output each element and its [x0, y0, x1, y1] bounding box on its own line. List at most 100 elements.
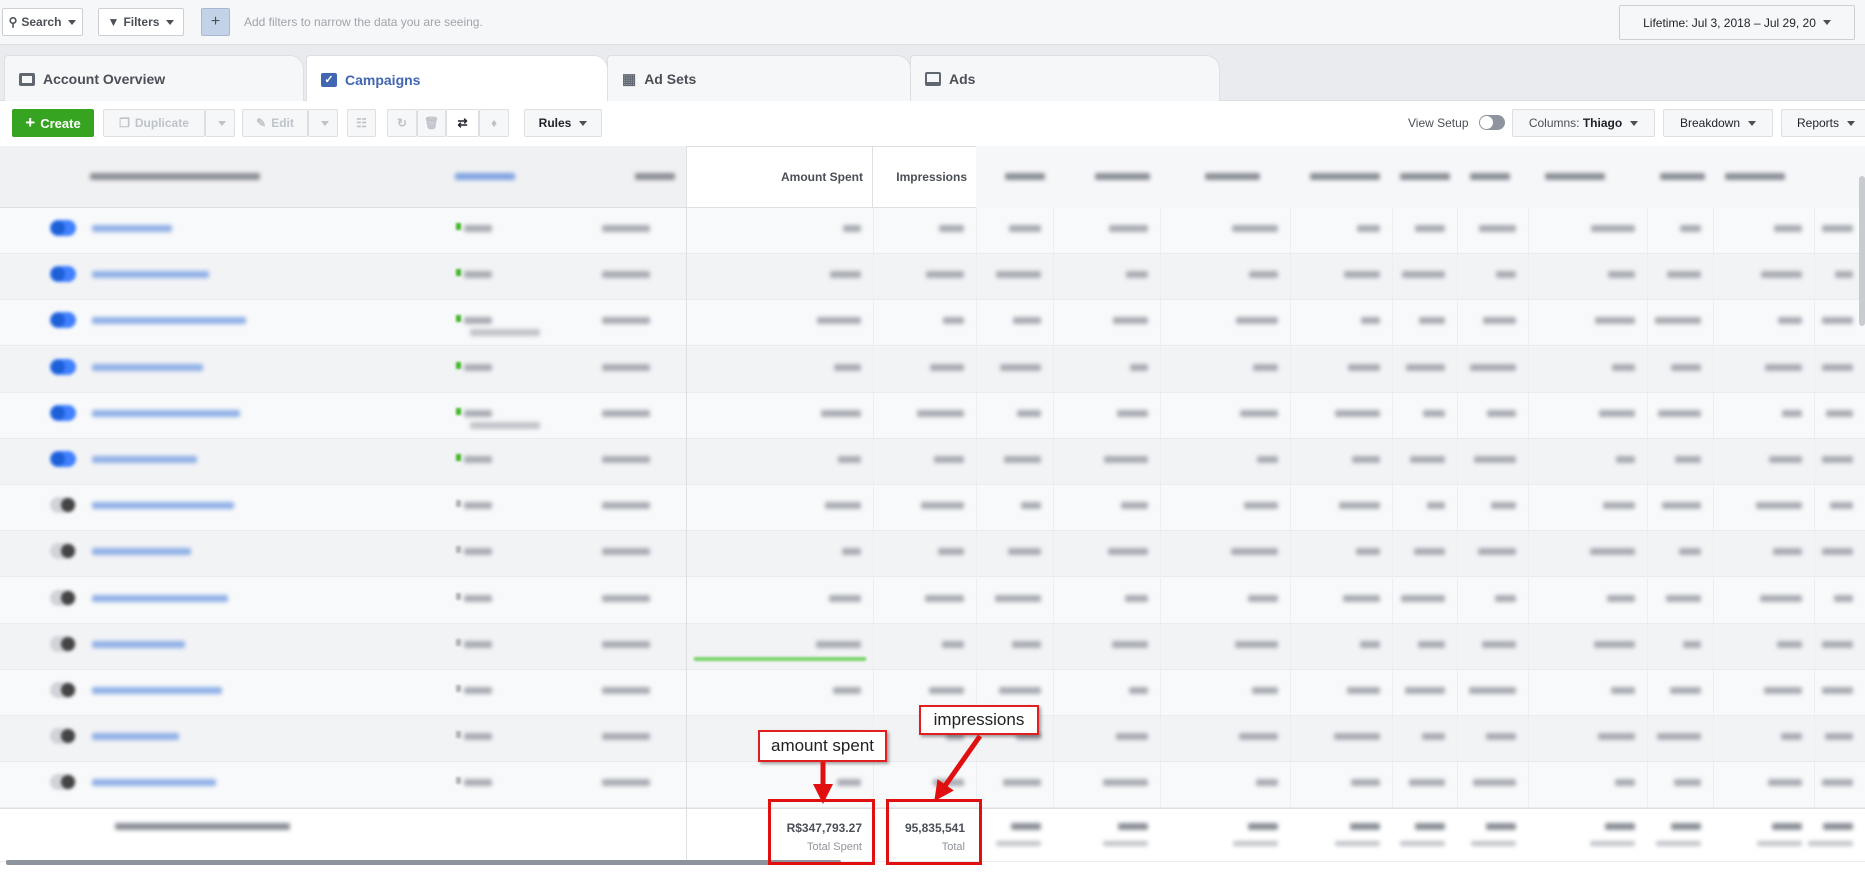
- horizontal-scrollbar[interactable]: [6, 860, 841, 865]
- total-metric-value: [1823, 823, 1853, 830]
- campaign-toggle[interactable]: [50, 266, 76, 283]
- campaign-name-link[interactable]: [92, 594, 228, 602]
- campaign-toggle[interactable]: [50, 543, 76, 560]
- column-divider: [1053, 531, 1054, 577]
- add-filter-button[interactable]: +: [201, 8, 230, 36]
- columns-button[interactable]: Columns: Thiago: [1512, 109, 1655, 137]
- metric-cell: [817, 317, 861, 325]
- metric-cell: [938, 548, 964, 556]
- table-row[interactable]: [0, 531, 1865, 578]
- metric-cell: [816, 640, 861, 648]
- date-range-picker[interactable]: Lifetime: Jul 3, 2018 – Jul 29, 20: [1619, 5, 1855, 40]
- duplicate-button[interactable]: ❐ Duplicate: [103, 109, 205, 137]
- campaign-toggle[interactable]: [50, 774, 76, 791]
- column-header[interactable]: [1400, 173, 1450, 180]
- campaign-toggle[interactable]: [50, 589, 76, 606]
- table-row[interactable]: [0, 254, 1865, 301]
- campaign-toggle[interactable]: [50, 220, 76, 236]
- edit-label: Edit: [271, 116, 294, 130]
- column-header[interactable]: [455, 173, 515, 180]
- vertical-scrollbar[interactable]: [1859, 176, 1865, 326]
- column-divider: [976, 762, 977, 808]
- campaign-name-link[interactable]: [92, 502, 234, 510]
- campaign-name-link[interactable]: [92, 317, 246, 325]
- column-divider: [1647, 670, 1648, 715]
- header-amount-spent[interactable]: Amount Spent: [686, 146, 873, 208]
- header-impressions[interactable]: Impressions: [873, 146, 976, 208]
- column-divider: [1290, 531, 1291, 577]
- column-header[interactable]: [1005, 173, 1045, 180]
- create-button[interactable]: + Create: [12, 109, 94, 137]
- campaign-name-link[interactable]: [92, 363, 203, 371]
- clipboard-button[interactable]: ☷: [347, 109, 376, 137]
- total-amount-spent-value: R$347,793.27: [786, 821, 862, 835]
- column-divider: [873, 670, 874, 715]
- campaign-name-link[interactable]: [92, 687, 222, 694]
- search-button[interactable]: ⚲ Search: [2, 8, 83, 36]
- column-header[interactable]: [1470, 173, 1510, 180]
- metric-cell: [1347, 687, 1380, 694]
- campaign-toggle[interactable]: [50, 635, 76, 652]
- table-row[interactable]: [0, 485, 1865, 532]
- campaign-toggle[interactable]: [50, 451, 76, 467]
- campaign-toggle[interactable]: [50, 358, 76, 375]
- edit-button[interactable]: ✎ Edit: [242, 109, 308, 137]
- table-row[interactable]: [0, 623, 1865, 670]
- column-header[interactable]: [1095, 173, 1150, 180]
- column-divider: [1160, 716, 1161, 762]
- column-header[interactable]: [1725, 173, 1785, 180]
- table-row[interactable]: [0, 300, 1865, 347]
- duplicate-dropdown[interactable]: [205, 109, 235, 137]
- tab-ad-sets[interactable]: ▦ Ad Sets: [607, 55, 911, 102]
- metric-cell: [1768, 779, 1802, 787]
- refresh-button[interactable]: ↻: [387, 109, 417, 137]
- column-header[interactable]: [1205, 173, 1260, 180]
- table-row[interactable]: [0, 208, 1865, 254]
- campaign-name-link[interactable]: [92, 271, 209, 279]
- campaign-name-link[interactable]: [92, 409, 240, 417]
- metric-cell: [1822, 779, 1853, 787]
- campaign-toggle[interactable]: [50, 728, 76, 745]
- delete-button[interactable]: 🗑: [417, 109, 446, 137]
- tab-campaigns[interactable]: ✓ Campaigns: [306, 55, 608, 103]
- delivery-status: [464, 687, 492, 694]
- campaign-name-link[interactable]: [92, 733, 179, 741]
- metric-cell: [1612, 363, 1635, 371]
- tab-account-overview[interactable]: Account Overview: [4, 55, 304, 102]
- metric-cell: [1348, 363, 1380, 371]
- campaign-name-link[interactable]: [92, 640, 185, 648]
- total-metric-value: [1118, 823, 1148, 830]
- edit-dropdown[interactable]: [308, 109, 338, 137]
- column-header[interactable]: [1545, 173, 1605, 180]
- filters-button[interactable]: ▼ Filters: [98, 8, 184, 36]
- metric-cell: [1016, 733, 1041, 741]
- metric-cell: [1009, 225, 1041, 232]
- metric-cell: [1765, 363, 1802, 371]
- tag-button[interactable]: ♦: [479, 109, 509, 137]
- campaign-toggle[interactable]: [50, 497, 76, 514]
- campaign-toggle[interactable]: [50, 404, 76, 421]
- column-divider: [1647, 254, 1648, 300]
- table-row[interactable]: [0, 346, 1865, 393]
- column-header[interactable]: [1660, 173, 1705, 180]
- breakdown-button[interactable]: Breakdown: [1663, 109, 1773, 137]
- ab-test-button[interactable]: ⇄: [446, 109, 479, 137]
- reports-button[interactable]: Reports: [1781, 109, 1865, 137]
- table-row[interactable]: [0, 439, 1865, 485]
- view-setup-toggle[interactable]: [1479, 115, 1505, 130]
- metric-cell: [1402, 271, 1445, 279]
- campaign-toggle[interactable]: [50, 312, 76, 329]
- table-row[interactable]: [0, 577, 1865, 624]
- campaign-name-link[interactable]: [92, 779, 216, 787]
- column-header[interactable]: [90, 173, 260, 180]
- metric-cell: [943, 317, 964, 325]
- campaign-toggle[interactable]: [50, 682, 76, 698]
- table-row[interactable]: [0, 392, 1865, 439]
- campaign-name-link[interactable]: [92, 548, 191, 556]
- column-header[interactable]: [635, 173, 675, 180]
- campaign-name-link[interactable]: [92, 225, 172, 232]
- column-header[interactable]: [1310, 173, 1380, 180]
- tab-ads[interactable]: Ads: [910, 55, 1220, 102]
- campaign-name-link[interactable]: [92, 456, 197, 463]
- rules-button[interactable]: Rules: [524, 109, 602, 137]
